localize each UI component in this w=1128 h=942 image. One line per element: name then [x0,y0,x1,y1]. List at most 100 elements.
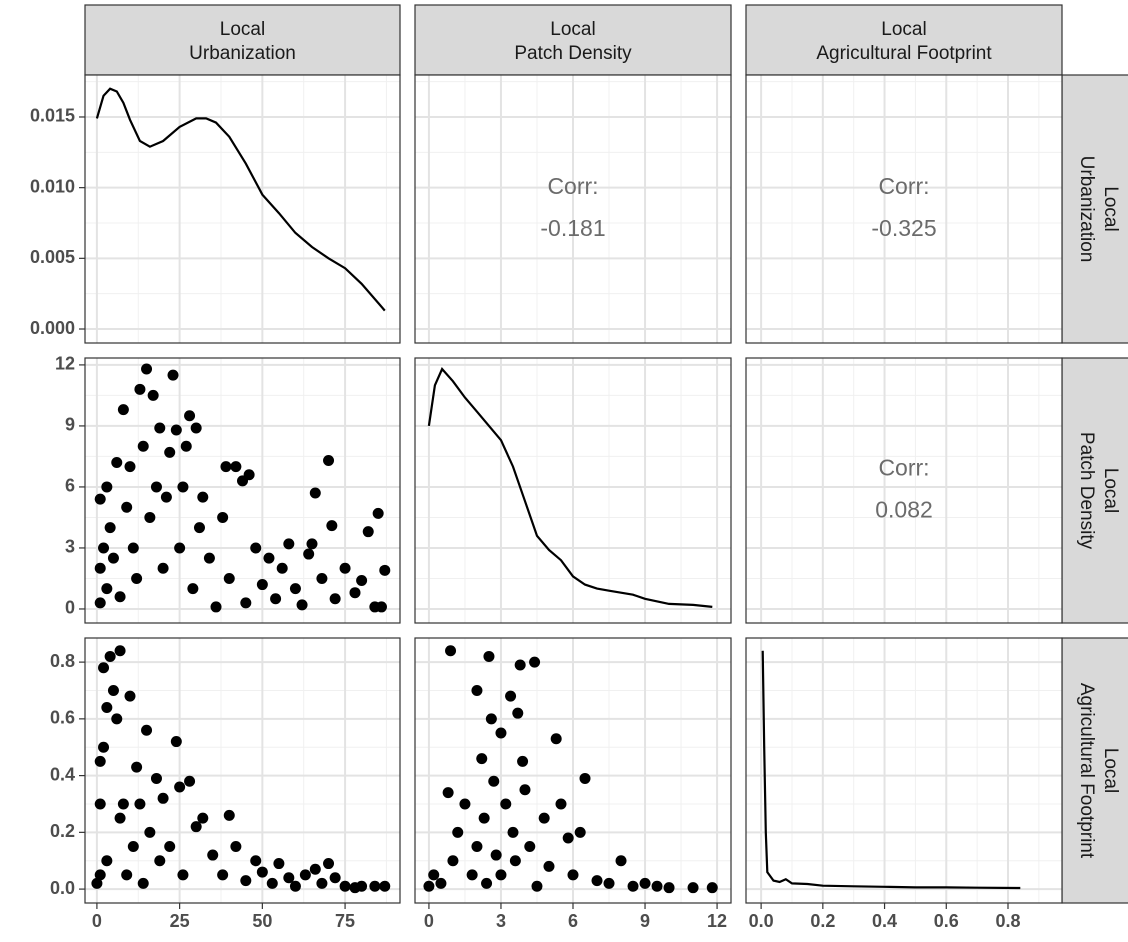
scatter-point [481,877,493,889]
panel: Corr: 0.082 [745,357,1063,624]
panel-border [414,357,732,624]
x-tick-label: 0 [92,911,102,931]
scatter-point [445,645,457,657]
scatter-point [483,650,495,662]
panel-background [85,75,400,343]
scatter-point [94,493,106,505]
scatter-point [289,880,301,892]
column-strip-label: Local [220,19,265,40]
scatter-point [107,684,119,696]
scatter-point [651,880,663,892]
scatter-point [627,880,639,892]
scatter-point [170,736,182,748]
scatter-point [509,855,521,867]
row-strip-label: Local [1100,468,1121,513]
scatter-point [174,542,186,554]
corr-label: Corr: [547,173,598,199]
scatter-point [512,707,524,719]
scatter-point [190,422,202,434]
scatter-point [349,587,361,599]
scatter-point [531,880,543,892]
panel [745,637,1063,904]
panel-background [746,75,1062,343]
y-tick-label: 0 [65,598,75,618]
x-tick-label: 6 [568,911,578,931]
scatter-point [127,841,139,853]
row-strip-label: Patch Density [1076,432,1097,550]
scatter-point [184,775,196,787]
scatter-point [170,424,182,436]
scatter-point [514,659,526,671]
scatter-point [428,869,440,881]
y-tick-label: 0.8 [50,651,75,671]
scatter-point [309,863,321,875]
scatter-point [101,855,113,867]
scatter-point [543,860,555,872]
scatter-point [505,690,517,702]
panel-border [745,637,1063,904]
scatter-point [137,440,149,452]
scatter-point [101,481,113,493]
column-strip-label: Local [550,19,595,40]
scatter-point [141,724,153,736]
scatter-point [164,446,176,458]
scatter-point [250,855,262,867]
scatter-point [154,422,166,434]
scatter-point [476,753,488,765]
y-tick-label: 0.4 [50,764,75,784]
y-tick-label: 0.2 [50,821,75,841]
y-tick-label: 0.005 [30,247,75,267]
corr-label: Corr: [878,173,929,199]
scatter-point [94,562,106,574]
column-strip [414,4,732,76]
scatter-point [256,866,268,878]
scatter-point [323,455,335,467]
scatter-point [615,855,627,867]
scatter-point [177,869,189,881]
y-tick-label: 9 [65,415,75,435]
scatter-point [339,562,351,574]
x-tick-label: 0.2 [810,911,835,931]
density-line [95,87,386,312]
scatter-point [263,552,275,564]
scatter-point [250,542,262,554]
scatter-point [296,599,308,611]
scatter-point [306,538,318,550]
y-tick-label: 0.000 [30,318,75,338]
column-strip-label: Urbanization [189,43,296,64]
scatter-point [329,872,341,884]
scatter-point [442,787,454,799]
scatter-point [574,826,586,838]
scatter-point [372,507,384,519]
corr-value: 0.082 [875,497,933,523]
scatter-point [356,574,368,586]
x-tick-label: 25 [170,911,190,931]
row-strip-label: Local [1100,186,1121,231]
column-strip [745,4,1063,76]
y-tick-label: 3 [65,537,75,557]
scatter-point [134,798,146,810]
scatter-point [91,877,103,889]
scatter-point [471,684,483,696]
scatter-point [223,809,235,821]
scatter-point [243,469,255,481]
scatter-point [329,593,341,605]
scatter-point [663,882,675,894]
panel-background [746,638,1062,903]
scatter-point [190,821,202,833]
scatter-point [240,597,252,609]
scatter-point [369,880,381,892]
scatter-point [303,548,315,560]
scatter-point [150,772,162,784]
scatter-point [519,784,531,796]
x-tick-label: 75 [335,911,355,931]
scatter-point [94,798,106,810]
scatter-point [114,591,126,603]
scatter-point [104,522,116,534]
scatter-point [184,410,196,422]
x-tick-label: 3 [496,911,506,931]
scatter-point [466,869,478,881]
scatter-point [203,552,215,564]
scatter-point [435,877,447,889]
scatter-point [144,511,156,523]
